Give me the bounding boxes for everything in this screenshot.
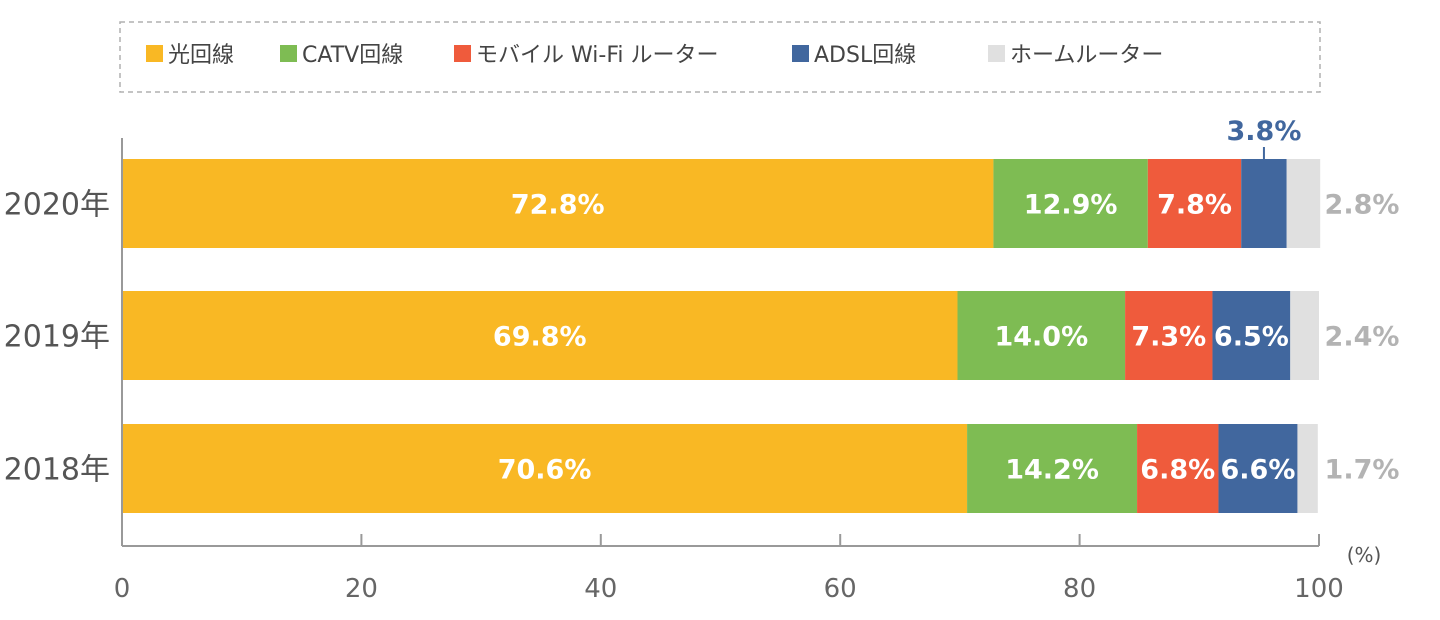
legend-label: モバイル Wi-Fi ルーター [476,43,718,68]
x-tick-label: 80 [1063,574,1096,604]
data-label: 6.8% [1140,455,1215,486]
legend-swatch [146,45,163,62]
data-label: 14.0% [994,322,1088,353]
legend-label: CATV回線 [302,43,403,68]
legend-label: ホームルーター [1010,43,1163,68]
x-tick-label: 0 [114,574,131,604]
data-label: 7.3% [1131,322,1206,353]
data-labels: 2020年 72.8% 12.9% 7.8% 3.8% 2.8% 2019年 69.8% 14.… [4,116,1400,488]
bar-segment [1147,159,1242,248]
category-label: 2018年 [4,453,110,488]
data-label: 3.8% [1226,116,1301,147]
legend-swatch [988,45,1005,62]
x-tick-label: 60 [824,574,857,604]
category-label: 2020年 [4,188,110,223]
x-tick-label: 40 [584,574,617,604]
legend-label: 光回線 [168,43,234,68]
data-label: 2.4% [1325,322,1400,353]
data-label: 6.6% [1221,455,1296,486]
data-label: 6.5% [1214,322,1289,353]
bar-segment [122,159,994,248]
bar-segment [1125,291,1213,380]
x-tick-label: 20 [345,574,378,604]
data-label: 1.7% [1325,455,1400,486]
bar-segment [122,291,958,380]
legend-box [119,21,1321,93]
category-label: 2019年 [4,320,110,355]
bars [122,159,1321,513]
data-label: 12.9% [1024,190,1118,221]
bar-segment [967,424,1138,513]
bar-segment [1137,424,1219,513]
data-label: 7.8% [1157,190,1232,221]
data-label: 69.8% [493,322,587,353]
legend-label: ADSL回線 [814,43,916,68]
data-label: 72.8% [511,190,605,221]
bar-segment [1290,291,1319,380]
bar-segment [1297,424,1318,513]
bar-segment [1212,291,1291,380]
bar-segment [993,159,1148,248]
legend-swatch [454,45,471,62]
bar-segment [1286,159,1321,248]
bar-segment [122,424,968,513]
data-label: 2.8% [1325,190,1400,221]
data-label: 14.2% [1005,455,1099,486]
x-tick-label: 100 [1294,574,1344,604]
bar-segment [1218,424,1298,513]
legend-swatch [792,45,809,62]
x-axis: 0 20 40 60 80 100(%) [114,138,1382,604]
legend-swatch [280,45,297,62]
legend: 光回線 CATV回線 モバイル Wi-Fi ルーター ADSL回線 ホームルーター [146,43,1163,68]
bar-segment [957,291,1126,380]
unit-label: (%) [1347,543,1382,567]
bar-segment [1241,159,1287,248]
data-label: 70.6% [498,455,592,486]
